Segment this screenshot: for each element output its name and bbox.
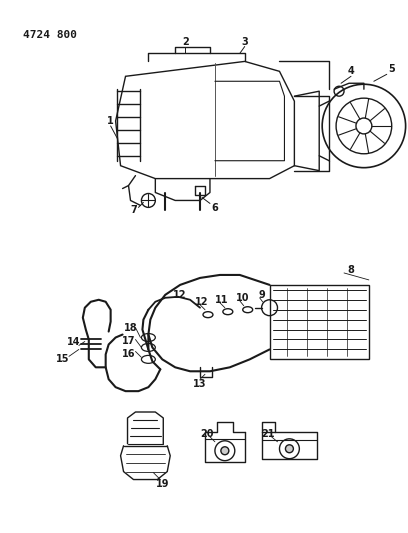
Text: 18: 18 [124,322,137,333]
Circle shape [286,445,293,453]
Text: 9: 9 [258,290,265,300]
Text: 3: 3 [242,37,248,46]
Text: 10: 10 [236,293,249,303]
Text: 16: 16 [122,350,135,359]
Text: 17: 17 [122,336,135,346]
Text: 8: 8 [348,265,355,275]
Text: 11: 11 [215,295,228,305]
Text: 19: 19 [155,479,169,489]
Text: 2: 2 [182,37,188,46]
Text: 5: 5 [388,64,395,74]
Text: 6: 6 [212,204,218,213]
Text: 15: 15 [56,354,70,365]
Text: 21: 21 [261,429,274,439]
Text: 12: 12 [195,297,209,307]
Ellipse shape [223,309,233,314]
Ellipse shape [142,343,155,351]
Text: 1: 1 [107,116,114,126]
Text: 7: 7 [130,205,137,215]
Text: 12: 12 [173,290,187,300]
Ellipse shape [142,356,155,364]
Text: 14: 14 [67,337,81,348]
Text: 4: 4 [348,66,355,76]
Bar [270,285,369,359]
Text: 20: 20 [200,429,214,439]
Text: 4724 800: 4724 800 [23,30,77,39]
Text: 13: 13 [193,379,207,389]
Ellipse shape [142,334,155,342]
Ellipse shape [243,306,253,313]
Circle shape [221,447,229,455]
Ellipse shape [203,312,213,318]
